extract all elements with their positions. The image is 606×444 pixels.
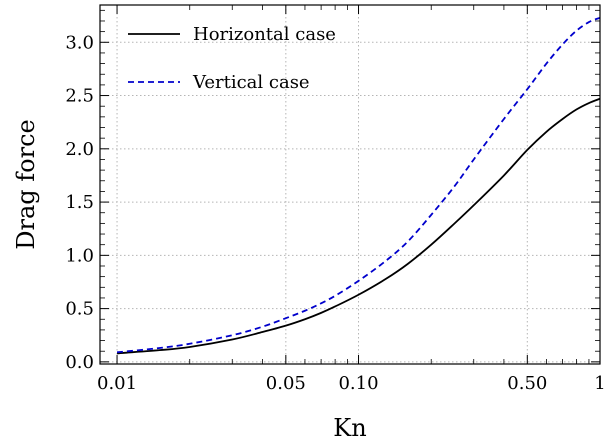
y-tick-labels: 0.0 0.5 1.0 1.5 2.0 2.5 3.0 bbox=[65, 32, 94, 373]
x-tick-label: 0.05 bbox=[266, 373, 306, 394]
series-line-horizontal-case bbox=[116, 97, 601, 355]
y-tick-label: 0.0 bbox=[65, 352, 94, 373]
y-tick-label: 3.0 bbox=[65, 32, 94, 53]
y-tick-label: 1.0 bbox=[65, 245, 94, 266]
plot-frame bbox=[99, 4, 601, 365]
legend-label-horizontal-case: Horizontal case bbox=[193, 24, 336, 45]
y-tick-label: 0.5 bbox=[65, 299, 94, 320]
y-tick-label: 2.0 bbox=[65, 139, 94, 160]
x-tick-label: 0.10 bbox=[338, 373, 378, 394]
grid bbox=[100, 5, 601, 364]
y-tick-label: 1.5 bbox=[65, 192, 94, 213]
ticks bbox=[100, 5, 601, 364]
x-tick-labels: 0.01 0.05 0.10 0.50 1 bbox=[97, 373, 606, 394]
y-axis-title: Drag force bbox=[12, 119, 40, 249]
x-axis-title: Kn bbox=[333, 414, 366, 442]
x-tick-label: 1 bbox=[594, 373, 605, 394]
x-tick-label: 0.01 bbox=[97, 373, 137, 394]
x-tick-label: 0.50 bbox=[507, 373, 547, 394]
y-tick-label: 2.5 bbox=[65, 86, 94, 107]
legend: Horizontal case Vertical case bbox=[128, 24, 336, 93]
series-line-vertical-case bbox=[116, 16, 601, 354]
series-layer bbox=[116, 16, 601, 355]
legend-label-vertical-case: Vertical case bbox=[192, 72, 310, 93]
